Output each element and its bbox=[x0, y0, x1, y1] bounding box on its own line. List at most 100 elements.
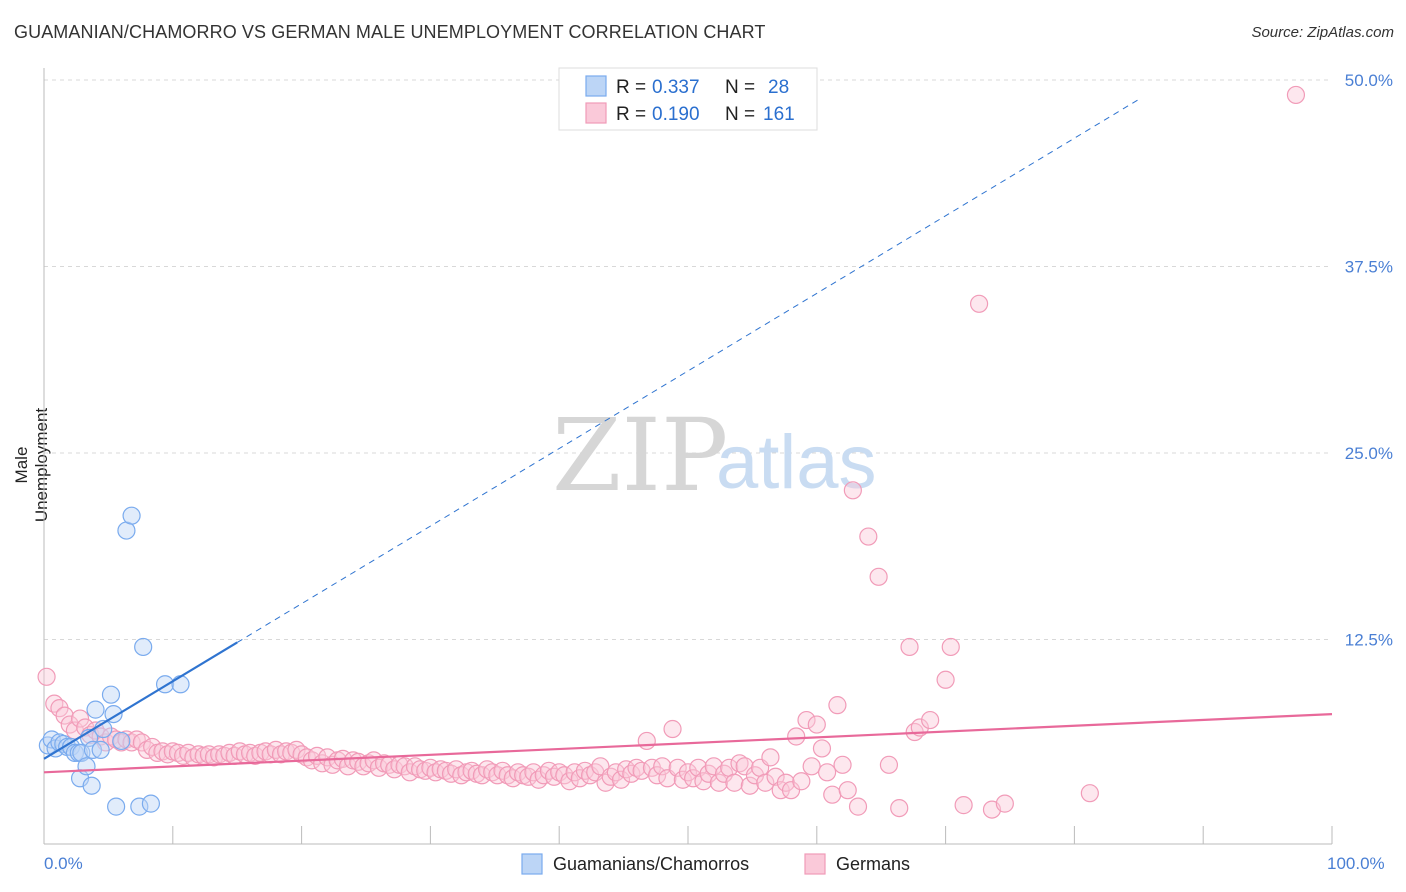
data-point bbox=[766, 767, 785, 786]
bottom-legend-swatch-pink[interactable] bbox=[804, 853, 826, 875]
data-point bbox=[869, 567, 888, 586]
bottom-legend-label-guamanians[interactable]: Guamanians/Chamorros bbox=[553, 854, 749, 874]
data-point bbox=[859, 527, 878, 546]
data-point bbox=[70, 709, 90, 728]
data-point bbox=[246, 746, 265, 765]
data-point bbox=[472, 766, 492, 785]
data-point bbox=[171, 675, 190, 694]
data-point bbox=[969, 294, 989, 313]
data-point bbox=[740, 776, 759, 795]
data-point bbox=[890, 798, 909, 818]
legend-n-value: 161 bbox=[763, 104, 795, 125]
data-point bbox=[462, 761, 481, 780]
data-point bbox=[704, 757, 723, 776]
y-tick-labels: 12.5% 25.0% 37.5% 50.0% bbox=[1345, 71, 1393, 650]
data-point bbox=[82, 776, 101, 795]
data-point bbox=[101, 685, 121, 704]
data-point bbox=[134, 637, 153, 657]
data-point bbox=[714, 764, 734, 783]
bottom-legend-label-germans[interactable]: Germans bbox=[836, 854, 910, 874]
y-tick-label: 25.0% bbox=[1345, 444, 1393, 463]
x-tick-label: 0.0% bbox=[44, 854, 83, 873]
legend-r-value: 0.337 bbox=[652, 77, 700, 98]
data-point bbox=[555, 766, 574, 785]
data-point bbox=[1080, 784, 1099, 803]
data-point bbox=[678, 763, 698, 782]
data-point bbox=[447, 760, 466, 779]
data-point bbox=[818, 763, 837, 782]
data-point bbox=[137, 740, 157, 760]
data-point bbox=[83, 740, 103, 760]
x-tick-labels: 0.0% 100.0% bbox=[44, 854, 1385, 873]
data-point bbox=[141, 794, 161, 813]
source-label: Source: ZipAtlas.com bbox=[1251, 24, 1394, 41]
data-point bbox=[823, 785, 842, 804]
axes bbox=[43, 68, 1332, 845]
watermark: ZIP atlas bbox=[552, 397, 877, 514]
data-point bbox=[879, 755, 899, 774]
data-point bbox=[735, 757, 754, 776]
data-point bbox=[838, 781, 857, 800]
data-point bbox=[143, 737, 162, 757]
data-point bbox=[689, 758, 708, 777]
data-point bbox=[812, 739, 832, 758]
data-point bbox=[653, 757, 672, 776]
data-point bbox=[112, 731, 131, 751]
data-point bbox=[725, 773, 744, 792]
data-point bbox=[941, 637, 960, 657]
data-point bbox=[452, 766, 471, 785]
data-point bbox=[292, 745, 311, 764]
data-point bbox=[395, 757, 414, 776]
legend-n-value: 28 bbox=[768, 77, 789, 98]
data-point bbox=[637, 731, 656, 751]
guamanians-points bbox=[38, 506, 190, 816]
data-point bbox=[756, 773, 775, 792]
data-point bbox=[843, 481, 862, 500]
data-point bbox=[65, 743, 85, 762]
x-tick-label: 100.0% bbox=[1327, 854, 1385, 873]
trend-lines bbox=[43, 98, 1333, 774]
data-point bbox=[72, 743, 91, 762]
legend-r-value: 0.190 bbox=[652, 104, 700, 125]
data-point bbox=[730, 754, 749, 773]
data-point bbox=[792, 772, 811, 791]
data-point bbox=[477, 760, 497, 779]
watermark-atlas: atlas bbox=[716, 420, 877, 505]
data-point bbox=[498, 766, 517, 785]
y-tick-label: 12.5% bbox=[1345, 631, 1393, 650]
bottom-legend: Guamanians/Chamorros Germans bbox=[521, 853, 910, 875]
germans-points bbox=[37, 85, 1306, 819]
data-point bbox=[508, 763, 528, 782]
data-point bbox=[86, 700, 105, 719]
data-point bbox=[848, 797, 868, 816]
data-point bbox=[91, 740, 110, 760]
data-point bbox=[130, 797, 149, 816]
data-point bbox=[622, 764, 641, 783]
data-point bbox=[995, 794, 1014, 813]
data-point bbox=[122, 506, 141, 525]
data-point bbox=[77, 757, 96, 776]
data-point bbox=[199, 745, 218, 764]
chart-title: GUAMANIAN/CHAMORRO VS GERMAN MALE UNEMPL… bbox=[14, 22, 766, 42]
data-point bbox=[37, 667, 56, 686]
legend-n-label: N = bbox=[725, 77, 755, 98]
data-point bbox=[101, 727, 121, 746]
data-point bbox=[761, 748, 780, 767]
data-point bbox=[900, 637, 919, 657]
data-point bbox=[828, 696, 847, 715]
data-point bbox=[611, 770, 631, 789]
data-point bbox=[797, 710, 816, 730]
y-tick-label: 37.5% bbox=[1345, 258, 1393, 277]
trend-line-guamanians bbox=[43, 641, 238, 760]
data-point bbox=[550, 763, 569, 782]
legend: R = 0.337 N = 28 R = 0.190 N = 161 bbox=[558, 67, 818, 131]
data-point bbox=[359, 754, 378, 773]
data-point bbox=[833, 755, 852, 774]
data-point bbox=[400, 763, 419, 782]
bottom-legend-swatch-blue[interactable] bbox=[521, 853, 543, 875]
data-point bbox=[107, 797, 126, 816]
data-point bbox=[663, 719, 682, 739]
data-point bbox=[503, 769, 522, 788]
legend-n-label: N = bbox=[725, 104, 755, 125]
